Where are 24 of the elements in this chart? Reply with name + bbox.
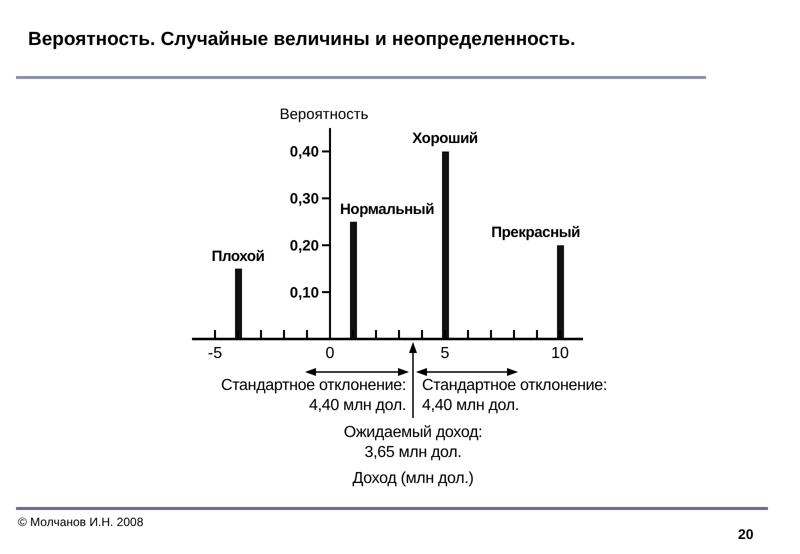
x-tick-label: 0 — [326, 345, 335, 362]
annotation: Плохой — [212, 248, 264, 265]
bar — [557, 245, 564, 339]
y-axis-title: Вероятность — [280, 106, 368, 123]
text: Стандартное отклонение: 4,40 млн дол. — [220, 376, 406, 416]
text: Доход (млн дол.) — [352, 469, 474, 489]
x-tick-label: 5 — [440, 345, 450, 362]
chart-title: Вероятность. Случайные величины и неопределенность. — [28, 29, 576, 51]
text: Стандартное отклонение: 4,40 млн дол. — [422, 376, 608, 416]
x-tick-label: 10 — [551, 345, 569, 362]
bar — [350, 222, 357, 339]
text: © Молчанов И.Н. 2008 — [18, 515, 144, 529]
y-tick-label: 0,30 — [290, 190, 319, 208]
text: Ожидаемый доход: 3,65 млн дол. — [344, 423, 482, 463]
annotation: Прекрасный — [491, 224, 580, 242]
bar — [235, 268, 242, 339]
annotation: Нормальный — [340, 200, 434, 218]
y-tick-label: 0,20 — [290, 237, 319, 254]
y-tick-label: 0,10 — [290, 284, 319, 302]
annotation: Хороший — [412, 130, 478, 148]
bar — [442, 151, 449, 339]
x-tick-label: -5 — [208, 345, 222, 362]
y-tick-label: 0,40 — [290, 144, 319, 161]
text: 20 — [738, 526, 754, 542]
